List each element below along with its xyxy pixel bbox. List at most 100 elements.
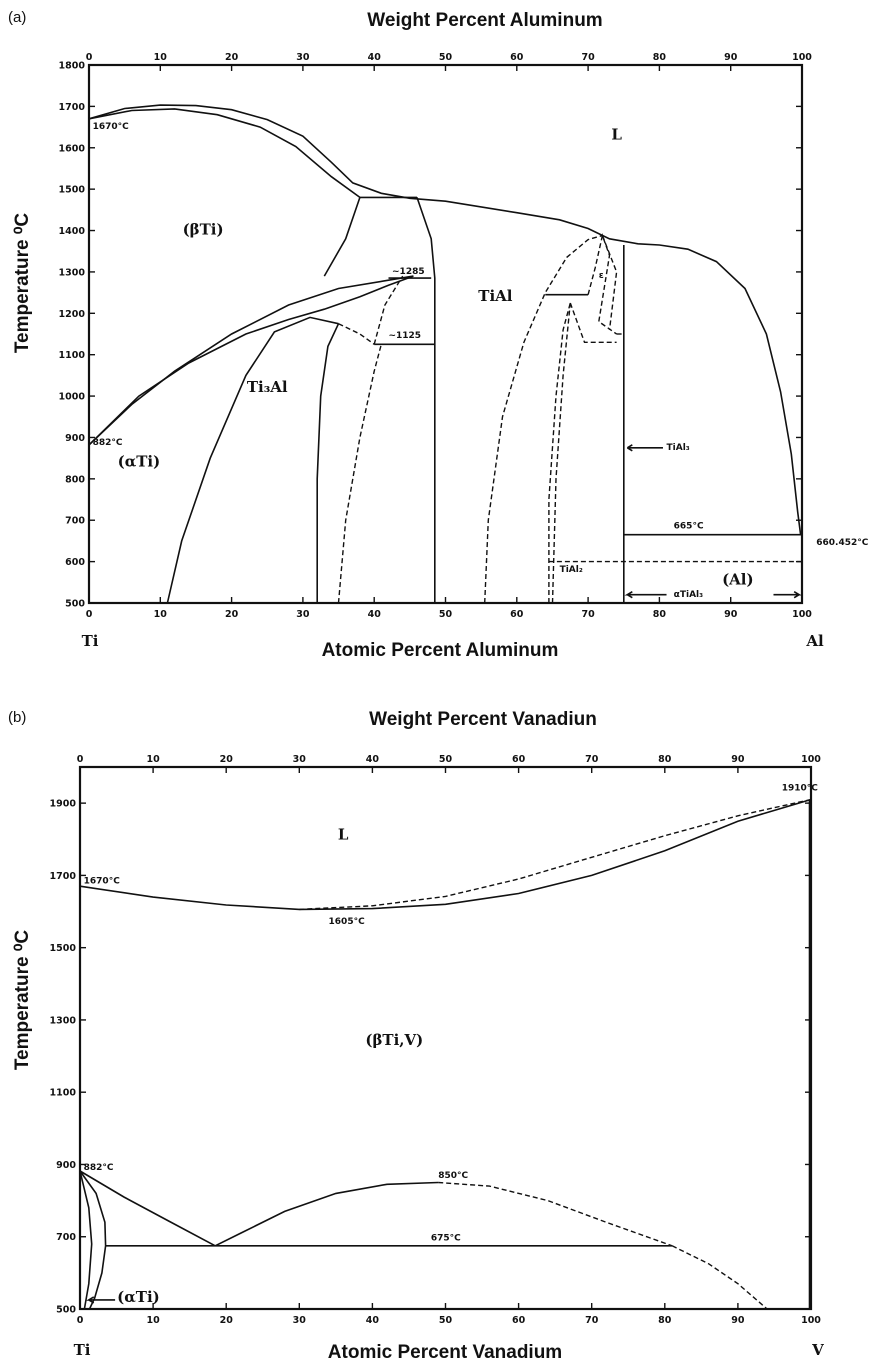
panel-a-phase-labels: L (βTi) TiAl Ti₃Al (αTi) (Al)	[118, 125, 754, 588]
panel-b-y-axis-title: Temperature ⁰C	[12, 930, 33, 1071]
tial3-pointer-arrow	[626, 444, 663, 452]
solid-phase-boundary-8	[79, 1170, 93, 1310]
top-tick-label: 80	[653, 52, 667, 63]
temperature-annotation: 1910°C	[782, 783, 819, 793]
dashed-phase-boundary-17	[569, 302, 617, 343]
y-tick-label: 900	[65, 433, 85, 444]
y-tick-label: 1500	[59, 185, 86, 196]
top-tick-label: 10	[146, 754, 160, 765]
phase-region-label: (Al)	[722, 570, 754, 588]
panel-b-x-axis-title: Atomic Percent Vanadium	[328, 1342, 562, 1363]
y-tick-label: 700	[56, 1232, 76, 1243]
solid-phase-boundary-4	[88, 275, 414, 446]
solid-phase-boundary-3	[214, 1181, 439, 1247]
y-tick-label: 1100	[50, 1088, 77, 1099]
solid-phase-boundary-0	[88, 104, 802, 535]
top-tick-label: 20	[225, 52, 239, 63]
y-tick-label: 1700	[50, 871, 77, 882]
bottom-tick-label: 70	[585, 1315, 599, 1326]
panel-a-x-axis-title: Atomic Percent Aluminum	[322, 640, 559, 661]
y-tick-label: 800	[65, 474, 85, 485]
dashed-phase-boundary-16	[551, 302, 571, 604]
panel-b-right-element: V	[811, 1341, 824, 1359]
panel-b-top-axis-title: Weight Percent Vanadiun	[369, 709, 597, 730]
panel-a-ti-al-diagram: (a) Weight Percent Aluminum Atomic Perce…	[8, 9, 869, 661]
temperature-annotation: 850°C	[438, 1171, 468, 1181]
solid-phase-boundary-6	[323, 197, 361, 277]
bottom-tick-label: 0	[77, 1315, 84, 1326]
temperature-annotation: 882°C	[93, 438, 123, 448]
phase-region-label: L	[338, 825, 349, 843]
panel-a-ticks: 0 10 20 30 40 50 60 70 80 90 1000 10 20 30 40 50 60 70 80 9…	[59, 52, 813, 620]
temperature-annotation: 882°C	[84, 1163, 114, 1173]
bottom-tick-label: 60	[512, 1315, 526, 1326]
dashed-phase-boundary-13	[373, 275, 404, 345]
top-tick-label: 70	[581, 52, 595, 63]
solid-phase-boundary-8	[166, 316, 339, 604]
y-tick-label: 1700	[59, 102, 86, 113]
panel-b-phase-labels: L (βTi,V) (αTi)	[117, 825, 423, 1306]
bottom-tick-label: 60	[510, 609, 524, 620]
solid-phase-boundary-3	[88, 275, 414, 446]
top-tick-label: 30	[296, 52, 310, 63]
panel-b-plot-frame	[78, 765, 813, 1311]
top-tick-label: 0	[77, 754, 84, 765]
y-tick-label: 1300	[50, 1015, 77, 1026]
temperature-annotation: TiAl₃	[667, 443, 690, 453]
temperature-annotation: 1670°C	[93, 122, 130, 132]
panel-b-left-element: Ti	[74, 1341, 91, 1359]
dashed-phase-boundary-1	[299, 798, 812, 911]
phase-region-label: (αTi)	[117, 1288, 160, 1306]
al-pointer-arrow	[773, 591, 803, 599]
solid-phase-boundary-9	[316, 323, 340, 603]
bottom-tick-label: 0	[86, 609, 93, 620]
temperature-annotation: 1670°C	[84, 876, 121, 886]
phase-region-label: (βTi)	[183, 221, 224, 239]
bottom-tick-label: 50	[439, 1315, 453, 1326]
solid-phase-boundary-2	[79, 1170, 216, 1247]
temperature-annotation: 665°C	[674, 522, 704, 532]
bottom-tick-label: 100	[792, 609, 812, 620]
bottom-tick-label: 40	[368, 609, 382, 620]
dashed-phase-boundary-14	[484, 234, 603, 604]
panel-b-phase-boundaries	[79, 798, 812, 1310]
bottom-tick-label: 50	[439, 609, 453, 620]
panel-a-right-element: Al	[805, 632, 824, 650]
y-tick-label: 900	[56, 1160, 76, 1171]
temperature-annotation: ~1285	[392, 267, 425, 277]
bottom-tick-label: 90	[724, 609, 738, 620]
dashed-phase-boundary-19	[587, 232, 618, 335]
panel-b-ti-v-diagram: (b) Weight Percent Vanadiun Atomic Perce…	[8, 709, 824, 1363]
top-tick-label: 50	[439, 754, 453, 765]
y-tick-label: 1000	[59, 392, 86, 403]
solid-phase-boundary-1	[88, 108, 361, 199]
panel-a-top-axis-title: Weight Percent Aluminum	[367, 10, 602, 31]
panel-a-y-axis-title: Temperature ⁰C	[12, 213, 33, 354]
top-tick-label: 50	[439, 52, 453, 63]
dashed-phase-boundary-11	[338, 323, 375, 345]
bottom-tick-label: 20	[225, 609, 239, 620]
top-tick-label: 20	[220, 754, 234, 765]
top-tick-label: 10	[154, 52, 168, 63]
bottom-tick-label: 10	[154, 609, 168, 620]
top-tick-label: 40	[366, 754, 380, 765]
top-tick-label: 80	[658, 754, 672, 765]
bottom-tick-label: 90	[731, 1315, 745, 1326]
atial3-pointer-arrow	[624, 591, 667, 599]
phase-region-label: TiAl	[478, 287, 512, 305]
y-tick-label: 1300	[59, 267, 86, 278]
panel-a-label: (a)	[8, 9, 26, 26]
panel-b-ticks: 0 10 20 30 40 50 60 70 80 90 100 0 10 20 30 40 50 60 70 80 9…	[50, 754, 822, 1326]
bottom-tick-label: 30	[296, 609, 310, 620]
y-tick-label: 500	[65, 599, 85, 610]
panel-a-phase-boundaries	[88, 104, 802, 604]
top-tick-label: 40	[368, 52, 382, 63]
phase-region-label: (βTi,V)	[365, 1031, 423, 1049]
phase-region-label: (αTi)	[118, 452, 161, 470]
bottom-tick-label: 10	[146, 1315, 160, 1326]
y-tick-label: 600	[65, 557, 85, 568]
phase-region-label: Ti₃Al	[247, 378, 288, 396]
y-tick-label: 1100	[59, 350, 86, 361]
y-tick-label: 1200	[59, 309, 86, 320]
y-tick-label: 1900	[50, 799, 77, 810]
